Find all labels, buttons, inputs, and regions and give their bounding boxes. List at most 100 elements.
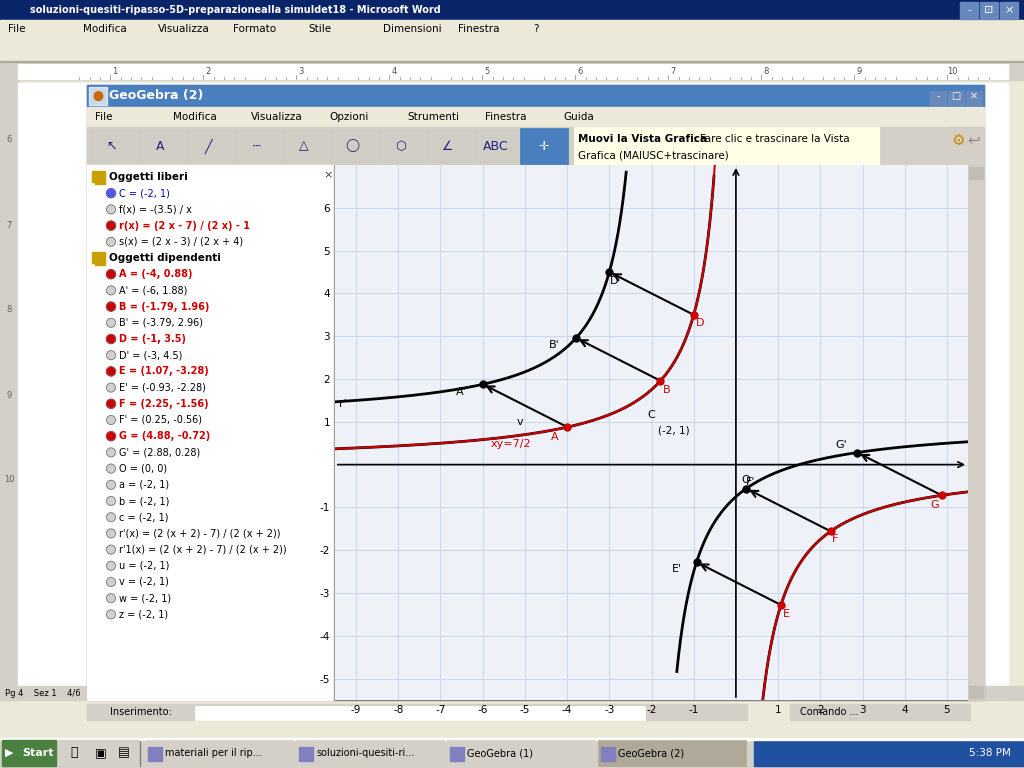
Text: B: B [663, 385, 670, 395]
Text: 6: 6 [6, 135, 11, 144]
Circle shape [106, 415, 116, 425]
Bar [296, 740, 444, 766]
Text: soluzioni-quesiti-ripasso-5D-preparazionealla simuldet18 - Microsoft Word: soluzioni-quesiti-ripasso-5D-preparazion… [30, 5, 440, 15]
Text: G = (4.88, -0.72): G = (4.88, -0.72) [119, 431, 210, 441]
Text: b = (-2, 1): b = (-2, 1) [119, 496, 169, 506]
Text: ⬡: ⬡ [394, 140, 406, 153]
Text: F' = (0.25, -0.56): F' = (0.25, -0.56) [119, 415, 202, 425]
Text: ◯: ◯ [345, 140, 359, 153]
Bar [0, 738, 1024, 740]
Text: s(x) = (2 x - 3) / (2 x + 4): s(x) = (2 x - 3) / (2 x + 4) [119, 237, 243, 247]
Text: Pg 4    Sez 1    4/6    A 0,0    Ri 10    Col 29    REG    REV    EXT    SOC    : Pg 4 Sez 1 4/6 A 0,0 Ri 10 Col 29 REG RE… [5, 688, 355, 697]
Circle shape [106, 270, 116, 279]
Text: E = (1.07, -3.28): E = (1.07, -3.28) [119, 366, 209, 376]
Circle shape [106, 529, 116, 538]
Bar [2, 740, 56, 766]
Text: Formato: Formato [233, 24, 276, 34]
Text: G': G' [836, 440, 847, 450]
Text: ┄: ┄ [252, 140, 260, 153]
Text: D': D' [610, 276, 622, 286]
Text: 7: 7 [6, 220, 11, 230]
Text: □: □ [951, 91, 961, 101]
Circle shape [106, 464, 116, 473]
Bar [473, 129, 519, 163]
Text: ⬤: ⬤ [92, 91, 103, 101]
Text: 8: 8 [6, 306, 11, 315]
Text: ▤: ▤ [118, 746, 130, 760]
Text: Finestra: Finestra [485, 112, 526, 122]
Text: 10: 10 [4, 475, 14, 485]
Bar [233, 129, 279, 163]
Bar [1000, 2, 1018, 19]
Bar [18, 83, 1008, 700]
Bar [87, 85, 984, 700]
Text: Start: Start [22, 748, 53, 758]
Text: E' = (-0.93, -2.28): E' = (-0.93, -2.28) [119, 382, 206, 392]
Circle shape [106, 545, 116, 554]
Text: D = (-1, 3.5): D = (-1, 3.5) [119, 334, 186, 344]
Text: v = (-2, 1): v = (-2, 1) [119, 577, 169, 587]
Text: GeoGebra (1): GeoGebra (1) [467, 748, 534, 758]
Bar [425, 129, 471, 163]
Text: 1: 1 [113, 67, 118, 75]
Bar [145, 740, 293, 766]
Text: ↖: ↖ [106, 140, 118, 153]
Text: File: File [8, 24, 26, 34]
Bar [95, 262, 105, 265]
Bar [601, 747, 615, 761]
Text: 2: 2 [206, 67, 211, 75]
Text: ╱: ╱ [204, 138, 212, 154]
Text: F': F' [745, 477, 756, 487]
Bar [89, 129, 135, 163]
Text: Oggetti liberi: Oggetti liberi [109, 172, 187, 182]
Bar [195, 706, 645, 720]
Text: GeoGebra (2): GeoGebra (2) [618, 748, 684, 758]
Text: 5: 5 [484, 67, 489, 75]
Text: ⚙: ⚙ [951, 133, 965, 147]
Text: Oggetti dipendenti: Oggetti dipendenti [109, 253, 221, 263]
Text: c = (-2, 1): c = (-2, 1) [119, 512, 169, 522]
Text: 5:38 PM: 5:38 PM [969, 748, 1011, 758]
Text: 6: 6 [578, 67, 583, 75]
Circle shape [106, 335, 116, 343]
Text: Comando ...: Comando ... [800, 707, 858, 717]
Bar [754, 740, 1024, 766]
Text: A = (-4, 0.88): A = (-4, 0.88) [119, 270, 193, 280]
Text: -: - [936, 91, 940, 101]
Bar [281, 129, 327, 163]
Text: r(x) = (2 x - 7) / (2 x) - 1: r(x) = (2 x - 7) / (2 x) - 1 [119, 220, 250, 230]
Text: 4: 4 [391, 67, 396, 75]
Text: Modifica: Modifica [83, 24, 127, 34]
Text: Stile: Stile [308, 24, 331, 34]
Text: 8: 8 [763, 67, 769, 75]
Circle shape [106, 480, 116, 489]
Text: F: F [831, 535, 839, 545]
Text: ↩: ↩ [968, 133, 980, 147]
Circle shape [106, 513, 116, 521]
Text: Finestra: Finestra [458, 24, 500, 34]
Bar [92, 171, 105, 182]
Text: Visualizza: Visualizza [251, 112, 303, 122]
Bar [95, 181, 105, 184]
Circle shape [106, 496, 116, 505]
Text: ×: × [1005, 5, 1014, 15]
Text: f(x) = -(3.5) / x: f(x) = -(3.5) / x [119, 204, 191, 214]
Circle shape [106, 399, 116, 409]
Circle shape [106, 221, 116, 230]
Bar [968, 165, 984, 700]
Text: ✛: ✛ [539, 140, 549, 153]
Circle shape [106, 286, 116, 295]
Bar [790, 704, 970, 720]
Text: B': B' [549, 339, 560, 349]
Text: ×: × [970, 91, 978, 101]
Text: soluzioni-quesiti-ri...: soluzioni-quesiti-ri... [316, 748, 415, 758]
Bar [969, 686, 983, 698]
Circle shape [106, 189, 116, 197]
Text: r'(x) = (2 (x + 2) - 7) / (2 (x + 2)): r'(x) = (2 (x + 2) - 7) / (2 (x + 2)) [119, 528, 281, 538]
Bar [137, 129, 183, 163]
Text: 7: 7 [671, 67, 676, 75]
Text: E: E [783, 609, 791, 620]
Text: O = (0, 0): O = (0, 0) [119, 464, 167, 474]
Circle shape [106, 561, 116, 571]
Text: 3: 3 [298, 67, 304, 75]
